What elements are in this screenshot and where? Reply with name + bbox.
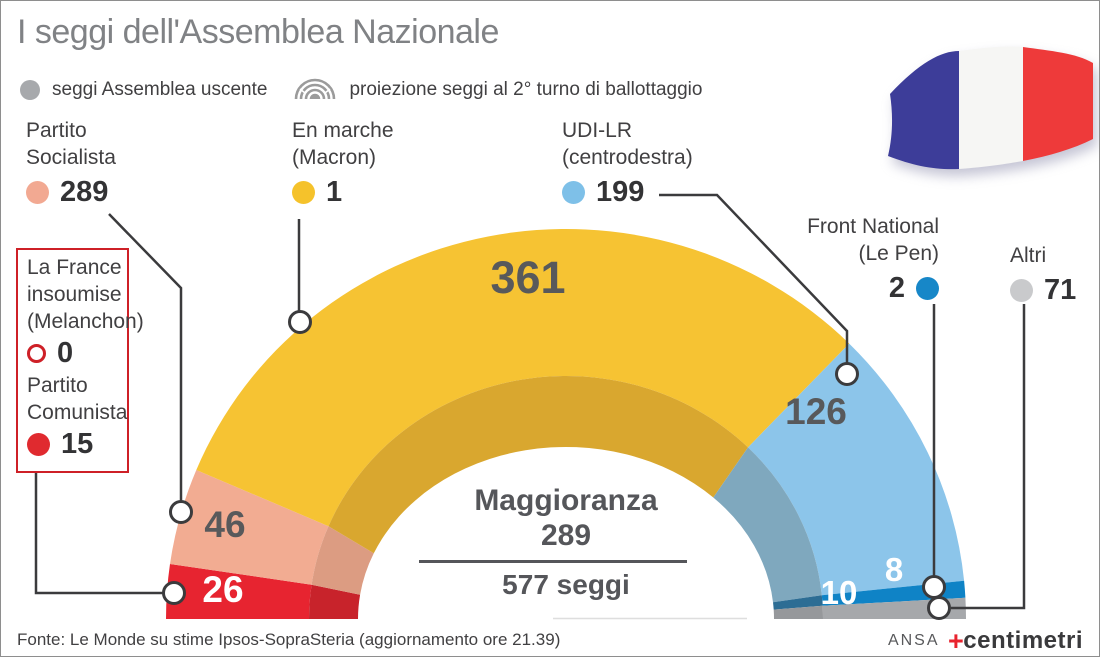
party-dot-icon [562, 181, 585, 204]
party-uscente-value: 15 [61, 428, 94, 460]
callout-front-national: Front National (Le Pen) 2 [759, 213, 939, 304]
callout-box-melanchon-comunista: La France insoumise (Melanchon) 0 Partit… [16, 248, 144, 473]
centimetri-plus-icon: + [947, 626, 964, 656]
segment-inner-1 [311, 526, 374, 595]
connector-socialista [108, 213, 183, 501]
connector-lines [34, 193, 1026, 620]
party-dot-icon [292, 181, 315, 204]
source-note: Fonte: Le Monde su stime Ipsos-SopraSter… [17, 630, 561, 649]
party-uscente-value: 2 [888, 272, 905, 304]
party-name-line: (centrodestra) [562, 146, 693, 169]
party-name-line: (Le Pen) [858, 242, 939, 265]
segment-value-label: 126 [785, 391, 847, 432]
majority-block: Maggioranza 289 [416, 484, 716, 554]
party-name-line: UDI-LR [562, 119, 633, 142]
hemicycle-icon [293, 73, 337, 106]
connector-melanchon-box [34, 472, 163, 595]
majority-divider [419, 560, 687, 563]
party-name-line: Socialista [26, 146, 116, 169]
centimetri-logo: centimetri [963, 627, 1083, 654]
segment-outer-3 [748, 343, 965, 596]
party-uscente-value: 71 [1044, 274, 1077, 306]
french-flag [888, 46, 1093, 170]
segment-outer-0 [166, 564, 312, 619]
legend: seggi Assemblea uscente proiezione seggi… [20, 73, 702, 106]
legend-uscente-label: seggi Assemblea uscente [52, 78, 268, 100]
party-name-line: insoumise [27, 283, 122, 306]
party-uscente-value: 0 [57, 337, 74, 369]
credit-logo: ANSA + centimetri [888, 627, 1083, 655]
connector-altri [951, 304, 1026, 610]
connector-endpoint-front-national [922, 575, 946, 599]
connector-endpoint-udi-lr [835, 362, 859, 386]
chart-value-labels: 26 46 361 126 8 10 [202, 252, 903, 611]
page-title: I seggi dell'Assemblea Nazionale [17, 13, 499, 51]
total-seats-label: 577 seggi [502, 569, 630, 600]
segment-inner-4 [773, 595, 823, 610]
flag-white-band [959, 46, 1023, 170]
party-name-line: Front National [807, 215, 939, 238]
connector-endpoint-socialista [169, 500, 193, 524]
segment-outer-1 [170, 470, 329, 585]
segment-value-label: 26 [202, 569, 243, 610]
segment-inner-0 [309, 584, 361, 619]
party-name-line: Altri [1010, 244, 1047, 267]
chart-segments [166, 228, 966, 619]
callout-udi-lr: UDI-LR (centrodestra) 199 [562, 117, 693, 208]
party-name-line: En marche [292, 119, 394, 142]
party-name-line: Partito [27, 374, 88, 397]
segment-value-label: 10 [821, 574, 858, 611]
callout-partito-socialista: Partito Socialista 289 [26, 117, 116, 208]
segment-outer-2 [196, 228, 850, 527]
majority-label: Maggioranza [474, 484, 658, 517]
party-name-line: (Melanchon) [27, 310, 144, 333]
flag-blue-band [888, 51, 959, 170]
uscente-dot-icon [20, 79, 40, 100]
segment-inner-2 [328, 375, 748, 554]
segment-inner-5 [773, 605, 823, 619]
callout-en-marche: En marche (Macron) 1 [292, 117, 394, 208]
segment-inner-3 [713, 447, 822, 603]
party-uscente-value: 199 [596, 176, 645, 208]
party-name-line: La France [27, 256, 122, 279]
ansa-logo: ANSA [887, 632, 940, 649]
segment-value-label: 361 [490, 252, 565, 303]
connector-endpoint-melanchon [162, 581, 186, 605]
callout-altri: Altri 71 [1010, 242, 1077, 306]
connector-udi-lr [659, 193, 849, 363]
party-uscente-value: 289 [60, 176, 109, 208]
connector-endpoint-en-marche [288, 310, 312, 334]
party-dot-icon [26, 181, 49, 204]
connector-endpoint-altri [927, 596, 951, 620]
party-dot-icon [1010, 279, 1033, 302]
segment-value-label: 8 [885, 551, 903, 588]
party-uscente-value: 1 [326, 176, 343, 208]
party-name-line: Comunista [27, 401, 128, 424]
party-dot-outline-icon [27, 344, 46, 363]
party-name-line: Partito [26, 119, 87, 142]
party-dot-icon [916, 277, 939, 300]
party-dot-icon [27, 433, 50, 456]
flag-red-band [1023, 47, 1093, 161]
legend-proiezione-label: proiezione seggi al 2° turno di ballotta… [349, 78, 703, 100]
segment-value-label: 46 [204, 504, 245, 545]
majority-value: 289 [540, 519, 592, 552]
party-name-line: (Macron) [292, 146, 377, 169]
